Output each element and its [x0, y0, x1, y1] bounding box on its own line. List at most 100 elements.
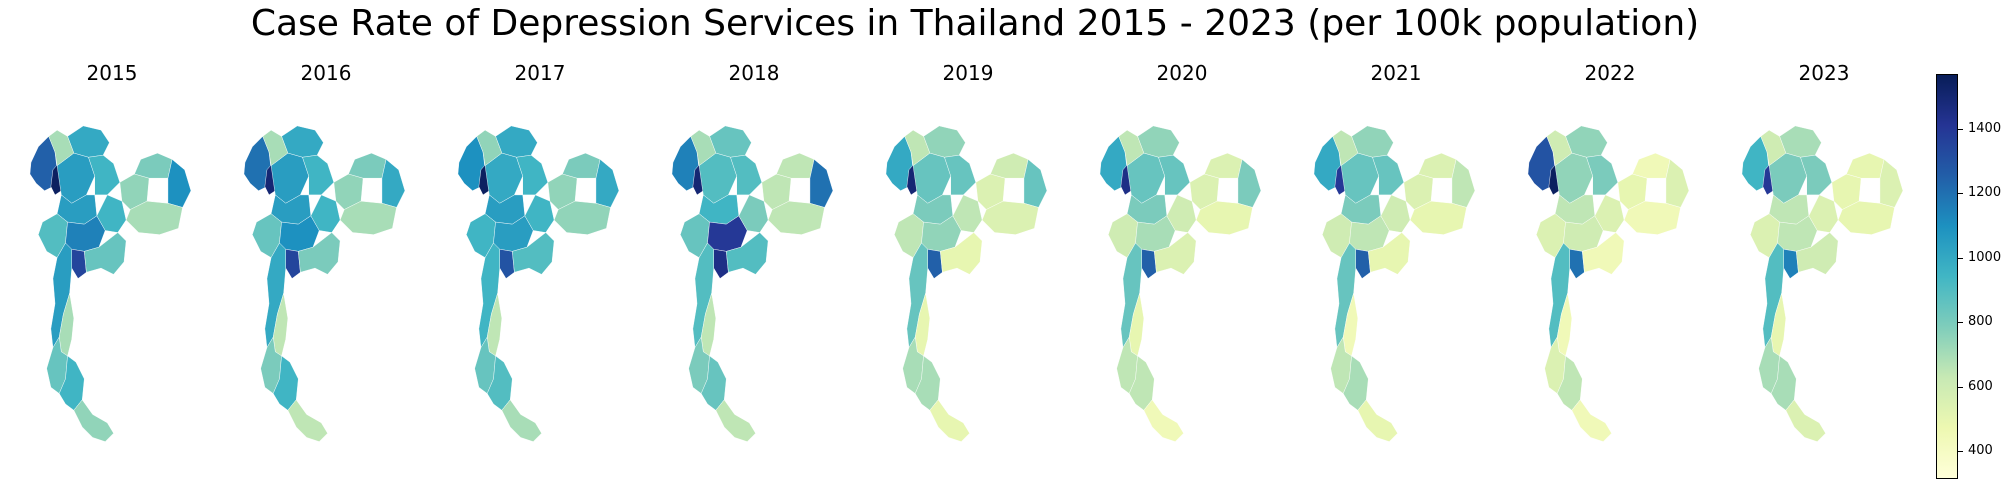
panel-title-2021: 2021 — [1370, 61, 1422, 85]
province-isan-east — [1451, 158, 1476, 208]
colorbar-gradient — [1936, 74, 1958, 479]
colorbar-tick-label: 1400 — [1968, 120, 2002, 136]
colorbar-tick-label: 800 — [1968, 314, 1993, 330]
province-isan-south — [553, 200, 611, 235]
thailand-map-2023 — [1741, 125, 1904, 442]
province-isan-east — [381, 158, 406, 208]
province-north-east-upper — [944, 154, 977, 196]
province-north-east-upper — [302, 154, 335, 196]
province-isan-north — [1632, 152, 1671, 179]
province-north-corner — [262, 129, 289, 167]
province-east-coast — [1796, 232, 1839, 275]
panel-title-2016: 2016 — [300, 61, 352, 85]
province-east-coast — [1154, 232, 1197, 275]
map-panel-2016: 2016 — [226, 55, 426, 455]
map-panel-2019: 2019 — [868, 55, 1068, 455]
panel-title-2019: 2019 — [942, 61, 994, 85]
province-south-tip — [1571, 399, 1612, 442]
chart-title: Case Rate of Depression Services in Thai… — [250, 3, 1700, 44]
colorbar-tick — [1958, 386, 1963, 388]
province-east-coast — [84, 232, 127, 275]
thailand-map-2015 — [29, 125, 192, 442]
colorbar-tick — [1958, 193, 1963, 195]
map-panel-2017: 2017 — [440, 55, 640, 455]
province-isan-north — [1846, 152, 1885, 179]
panel-title-2022: 2022 — [1584, 61, 1636, 85]
province-isan-east — [1023, 158, 1048, 208]
map-panel-2020: 2020 — [1082, 55, 1282, 455]
province-isan-south — [1837, 200, 1895, 235]
province-east-coast — [1368, 232, 1411, 275]
panel-title-2023: 2023 — [1798, 61, 1850, 85]
province-north-corner — [48, 129, 75, 167]
province-bangkok — [927, 249, 943, 279]
province-isan-east — [809, 158, 834, 208]
province-east-coast — [512, 232, 555, 275]
province-isan-south — [1409, 200, 1467, 235]
thailand-map-2020 — [1099, 125, 1262, 442]
province-isan-north — [562, 152, 601, 179]
thailand-map-2019 — [885, 125, 1048, 442]
province-isan-east — [1237, 158, 1262, 208]
province-bangkok — [1569, 249, 1585, 279]
panel-title-2017: 2017 — [514, 61, 566, 85]
province-south-tip — [1785, 399, 1826, 442]
province-north-corner — [690, 129, 717, 167]
province-north-east-upper — [1372, 154, 1405, 196]
province-north-east-upper — [730, 154, 763, 196]
province-north-corner — [1760, 129, 1787, 167]
thailand-map-2016 — [243, 125, 406, 442]
thailand-map-2017 — [457, 125, 620, 442]
province-isan-south — [339, 200, 397, 235]
panel-title-2018: 2018 — [728, 61, 780, 85]
province-north-corner — [476, 129, 503, 167]
province-isan-north — [776, 152, 815, 179]
province-east-coast — [1582, 232, 1625, 275]
province-isan-east — [167, 158, 192, 208]
province-isan-south — [125, 200, 183, 235]
map-panel-2023: 2023 — [1724, 55, 1924, 455]
colorbar: 400 600 800 1000 1200 1400 — [1936, 74, 2001, 479]
province-isan-east — [595, 158, 620, 208]
thailand-map-2018 — [671, 125, 834, 442]
province-north-east-upper — [1800, 154, 1833, 196]
province-isan-south — [1623, 200, 1681, 235]
province-east-coast — [940, 232, 983, 275]
province-south-tip — [73, 399, 114, 442]
province-isan-east — [1665, 158, 1690, 208]
province-north-east-upper — [88, 154, 121, 196]
colorbar-tick-label: 1000 — [1968, 249, 2002, 265]
map-panel-2015: 2015 — [12, 55, 212, 455]
colorbar-tick-label: 400 — [1968, 443, 1993, 459]
province-isan-north — [348, 152, 387, 179]
map-panel-2018: 2018 — [654, 55, 854, 455]
province-bangkok — [499, 249, 515, 279]
colorbar-tick-label: 1200 — [1968, 185, 2002, 201]
province-isan-south — [1195, 200, 1253, 235]
province-south-tip — [1143, 399, 1184, 442]
province-isan-north — [990, 152, 1029, 179]
map-panel-2021: 2021 — [1296, 55, 1496, 455]
panel-title-2015: 2015 — [86, 61, 138, 85]
province-south-tip — [501, 399, 542, 442]
province-bangkok — [71, 249, 87, 279]
province-north-east-upper — [1586, 154, 1619, 196]
province-isan-north — [1418, 152, 1457, 179]
province-isan-south — [767, 200, 825, 235]
province-bangkok — [1355, 249, 1371, 279]
province-north-east-upper — [516, 154, 549, 196]
province-bangkok — [713, 249, 729, 279]
province-east-coast — [298, 232, 341, 275]
province-south-tip — [287, 399, 328, 442]
province-south-tip — [715, 399, 756, 442]
province-north-corner — [1546, 129, 1573, 167]
province-north-corner — [904, 129, 931, 167]
colorbar-tick — [1958, 257, 1963, 259]
province-north-corner — [1118, 129, 1145, 167]
province-isan-south — [981, 200, 1039, 235]
province-bangkok — [1141, 249, 1157, 279]
colorbar-tick — [1958, 322, 1963, 324]
panel-title-2020: 2020 — [1156, 61, 1208, 85]
province-north-east-upper — [1158, 154, 1191, 196]
colorbar-tick-label: 600 — [1968, 378, 1993, 394]
